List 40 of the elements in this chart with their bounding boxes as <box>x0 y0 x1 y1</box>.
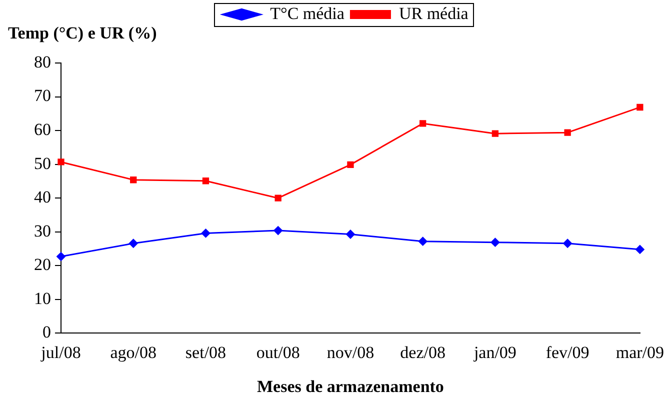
legend-label: UR média <box>398 4 469 23</box>
point <box>418 236 428 246</box>
point <box>346 230 355 239</box>
point <box>58 158 64 166</box>
y-tick-label: 0 <box>42 322 51 342</box>
y-tick-label: 30 <box>34 221 51 240</box>
point <box>130 176 137 184</box>
x-tick-label: nov/08 <box>326 342 374 362</box>
x-tick-label: jul/08 <box>40 342 81 362</box>
point <box>202 178 210 184</box>
y-tick-label: 70 <box>34 86 51 106</box>
x-tick-label: out/08 <box>256 342 300 362</box>
point <box>563 238 572 248</box>
y-tick-label: 40 <box>34 188 51 207</box>
x-tick-label: jan/09 <box>472 342 516 362</box>
point <box>274 226 283 236</box>
point <box>564 129 571 136</box>
y-tick-label: 10 <box>34 288 51 308</box>
y-tick-label: 80 <box>34 52 51 72</box>
point <box>274 194 282 202</box>
y-tick-label: 50 <box>34 154 51 173</box>
x-tick-label: ago/08 <box>110 342 157 362</box>
x-tick-label: dez/08 <box>400 342 446 362</box>
y-tick-label: 60 <box>34 120 51 140</box>
legend-label: T°C média <box>270 4 345 23</box>
point <box>635 244 644 254</box>
x-axis-title: Meses de armazenamento <box>256 377 444 396</box>
point <box>201 228 210 238</box>
point <box>636 104 644 111</box>
x-tick-label: mar/09 <box>616 342 664 362</box>
point <box>492 130 499 137</box>
x-tick-label: set/08 <box>185 342 226 362</box>
y-axis-title: Temp (°C) e UR (%) <box>8 23 157 42</box>
y-tick-label: 20 <box>34 255 51 274</box>
x-tick-label: fev/09 <box>546 342 590 362</box>
point <box>347 161 354 168</box>
point <box>56 252 66 262</box>
point <box>128 238 138 248</box>
point <box>490 238 500 247</box>
point <box>420 120 426 127</box>
